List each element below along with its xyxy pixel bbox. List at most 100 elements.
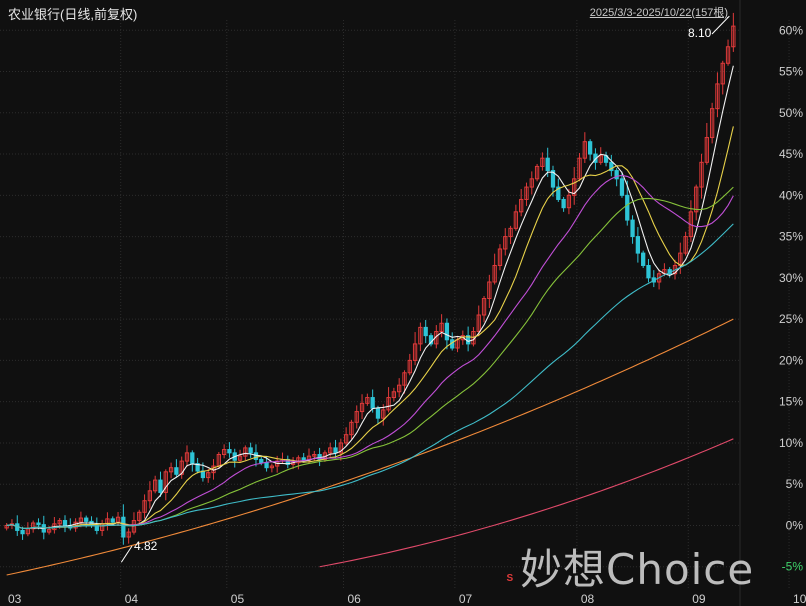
candle-body bbox=[243, 447, 248, 457]
candle-body bbox=[513, 211, 519, 229]
candle-body bbox=[312, 453, 317, 457]
candle-body bbox=[556, 186, 561, 200]
y-tick-label: 45% bbox=[779, 147, 803, 161]
candle-body bbox=[519, 198, 524, 213]
ma_pink-line bbox=[319, 438, 734, 568]
candle-body bbox=[407, 359, 412, 374]
candle-body bbox=[725, 46, 731, 64]
candle-body bbox=[365, 397, 370, 404]
candle-body bbox=[476, 314, 481, 333]
candle-body bbox=[126, 531, 131, 538]
candle-body bbox=[683, 236, 688, 254]
candle-body bbox=[694, 186, 699, 213]
candle-body bbox=[720, 62, 725, 85]
y-tick-label: 15% bbox=[779, 395, 803, 409]
date-range-link[interactable]: 2025/3/3-2025/10/22(157根) bbox=[589, 7, 728, 19]
candle-body bbox=[36, 522, 41, 526]
candle-body bbox=[492, 264, 497, 283]
candle-body bbox=[641, 252, 646, 266]
high-pointer bbox=[711, 15, 730, 35]
candle-body bbox=[333, 447, 338, 454]
x-tick-label: 04 bbox=[125, 592, 139, 606]
candle-body bbox=[709, 108, 715, 139]
candle-body bbox=[153, 479, 158, 492]
candle-body bbox=[582, 141, 587, 159]
y-axis: 60% 55% 50% 45% 40% 35% 30% 25% 20% 15% 10% 5% 0% -5% bbox=[779, 23, 803, 573]
candle-body bbox=[248, 447, 253, 454]
candle-body bbox=[635, 236, 641, 254]
candle-body bbox=[731, 25, 736, 48]
candle-body bbox=[168, 467, 174, 473]
candle-body bbox=[131, 520, 137, 533]
y-tick-label: 30% bbox=[779, 271, 803, 285]
candle-body bbox=[630, 219, 635, 238]
candle-body bbox=[31, 522, 36, 530]
candle-body bbox=[587, 141, 593, 155]
candle-body bbox=[62, 520, 68, 526]
candle-body bbox=[577, 157, 582, 180]
watermark: 妙想Choice bbox=[520, 545, 755, 594]
candle-body bbox=[46, 529, 52, 533]
candle-body bbox=[646, 264, 651, 279]
candle-body bbox=[572, 178, 577, 196]
low-pointer bbox=[120, 545, 133, 563]
candle-body bbox=[439, 322, 444, 333]
candle-body bbox=[699, 161, 704, 188]
candle-body bbox=[4, 524, 9, 529]
y-tick-label: 50% bbox=[779, 106, 803, 120]
moving-averages-short bbox=[6, 65, 734, 530]
candle-body bbox=[545, 157, 550, 172]
candle-body bbox=[391, 391, 397, 399]
candle-body bbox=[402, 372, 407, 386]
candle-body bbox=[147, 490, 153, 502]
candle-body bbox=[158, 479, 163, 493]
candle-body bbox=[354, 411, 359, 423]
candle-body bbox=[534, 165, 540, 180]
candle-body bbox=[386, 397, 391, 411]
ma_orange-line bbox=[6, 318, 734, 576]
chart-title: 农业银行(日线,前复权) bbox=[8, 7, 138, 22]
candle-body bbox=[259, 458, 264, 464]
candle-body bbox=[163, 471, 168, 493]
x-tick-label: 07 bbox=[459, 592, 473, 606]
candle-body bbox=[598, 155, 603, 163]
candle-body bbox=[370, 397, 375, 409]
candle-body bbox=[20, 529, 25, 535]
candle-body bbox=[524, 186, 529, 200]
candle-body bbox=[625, 194, 630, 221]
candle-body bbox=[269, 465, 275, 469]
candle-body bbox=[184, 452, 190, 462]
candle-body bbox=[487, 281, 492, 299]
ma_green-line bbox=[6, 186, 734, 529]
candle-body bbox=[57, 520, 62, 525]
candle-body bbox=[296, 457, 301, 464]
candle-body bbox=[174, 467, 179, 475]
candle-body bbox=[444, 322, 450, 341]
ma_cyan-line bbox=[6, 223, 734, 529]
x-tick-label: 10 bbox=[793, 592, 806, 606]
y-tick-label: 0% bbox=[786, 518, 804, 532]
candle-body bbox=[190, 452, 195, 465]
candle-body bbox=[343, 434, 349, 444]
candle-body bbox=[614, 170, 619, 180]
event-marker: S bbox=[507, 573, 514, 584]
y-tick-label: 10% bbox=[779, 436, 803, 450]
candle-body bbox=[359, 402, 365, 413]
ma_yellow-line bbox=[6, 126, 734, 529]
candle-body bbox=[540, 157, 545, 167]
candle-body bbox=[503, 236, 508, 250]
candle-body bbox=[609, 161, 614, 172]
high-label: 8.10 bbox=[688, 26, 712, 40]
x-axis: 03 04 05 06 07 08 09 10 bbox=[8, 592, 806, 606]
candle-body bbox=[227, 449, 232, 454]
candle-body bbox=[137, 511, 142, 522]
candle-body bbox=[619, 178, 625, 196]
y-tick-label: 60% bbox=[779, 23, 803, 37]
annotations: 8.10 4.82 S bbox=[120, 15, 730, 584]
candle-body bbox=[179, 460, 184, 475]
candle-body bbox=[397, 384, 402, 393]
candle-body bbox=[84, 517, 89, 522]
